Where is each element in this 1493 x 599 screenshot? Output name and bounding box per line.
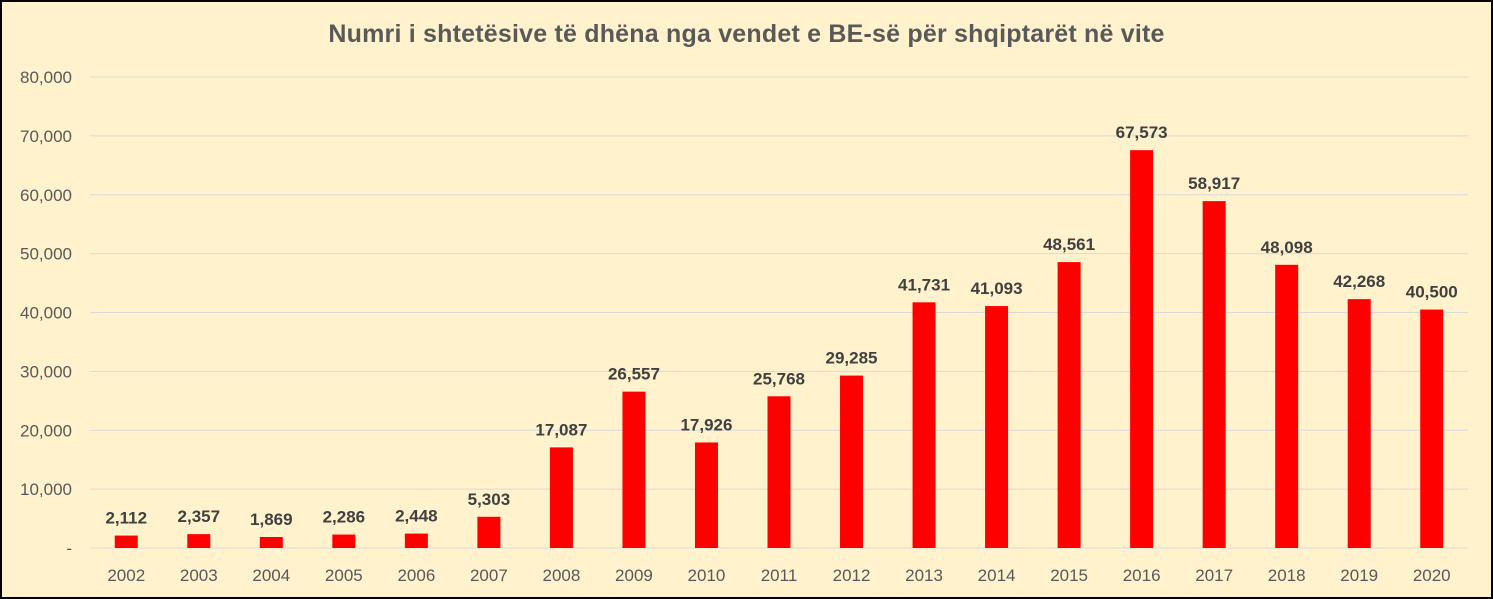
data-label: 67,573 <box>1116 123 1168 142</box>
data-label: 5,303 <box>468 490 511 509</box>
data-label: 2,286 <box>323 508 366 527</box>
bar <box>1347 299 1371 548</box>
x-tick-label: 2005 <box>325 566 363 585</box>
data-label: 2,112 <box>105 509 147 528</box>
x-tick-label: 2020 <box>1413 566 1451 585</box>
x-tick-label: 2002 <box>107 566 145 585</box>
x-tick-label: 2018 <box>1268 566 1306 585</box>
x-tick-label: 2010 <box>688 566 726 585</box>
x-tick-label: 2019 <box>1340 566 1378 585</box>
x-tick-label: 2011 <box>761 566 798 585</box>
bar <box>1057 262 1081 548</box>
data-label: 26,557 <box>608 365 660 384</box>
y-tick-label: 10,000 <box>20 480 72 499</box>
data-label: 29,285 <box>826 349 878 368</box>
y-tick-label: 50,000 <box>20 245 72 264</box>
data-label: 48,561 <box>1043 235 1095 254</box>
data-label: 42,268 <box>1333 272 1385 291</box>
data-label: 58,917 <box>1188 174 1240 193</box>
bar <box>1130 150 1154 549</box>
y-tick-label: 60,000 <box>20 186 72 205</box>
bar <box>840 375 864 548</box>
data-label: 17,926 <box>680 415 732 434</box>
x-tick-label: 2012 <box>833 566 871 585</box>
data-label: 48,098 <box>1261 238 1313 257</box>
x-tick-label: 2014 <box>978 566 1016 585</box>
bar <box>477 516 501 548</box>
y-tick-label: 70,000 <box>20 127 72 146</box>
chart-title: Numri i shtetësive të dhëna nga vendet e… <box>328 20 1165 48</box>
x-tick-label: 2006 <box>397 566 435 585</box>
y-tick-label: 80,000 <box>20 68 72 87</box>
bar <box>985 306 1009 548</box>
x-tick-label: 2004 <box>252 566 290 585</box>
bar <box>912 302 936 548</box>
data-label: 25,768 <box>753 369 805 388</box>
data-label: 41,093 <box>971 279 1023 298</box>
data-label: 17,087 <box>535 420 587 439</box>
data-label: 2,357 <box>178 507 221 526</box>
bar <box>332 534 356 548</box>
data-label: 1,869 <box>250 510 293 529</box>
data-label: 2,448 <box>395 507 438 526</box>
x-tick-label: 2009 <box>615 566 653 585</box>
data-label: 41,731 <box>898 275 950 294</box>
y-tick-label: 30,000 <box>20 362 72 381</box>
bar <box>404 533 428 548</box>
data-label: 40,500 <box>1406 283 1458 302</box>
bar <box>187 534 211 548</box>
x-tick-label: 2013 <box>905 566 943 585</box>
bar <box>259 536 283 548</box>
bar <box>549 447 573 548</box>
x-tick-label: 2003 <box>180 566 218 585</box>
y-tick-label: 20,000 <box>20 421 72 440</box>
bar <box>1420 309 1444 548</box>
bar <box>622 391 646 548</box>
y-tick-label: 40,000 <box>20 304 72 323</box>
x-tick-label: 2007 <box>470 566 508 585</box>
bar <box>1275 264 1299 548</box>
x-tick-label: 2016 <box>1123 566 1161 585</box>
bar <box>767 396 791 548</box>
y-tick-label: - <box>66 539 72 558</box>
bar <box>1202 201 1226 548</box>
bar <box>694 442 718 548</box>
x-tick-label: 2015 <box>1050 566 1088 585</box>
x-tick-label: 2008 <box>543 566 581 585</box>
x-tick-label: 2017 <box>1195 566 1233 585</box>
bar <box>114 535 138 548</box>
